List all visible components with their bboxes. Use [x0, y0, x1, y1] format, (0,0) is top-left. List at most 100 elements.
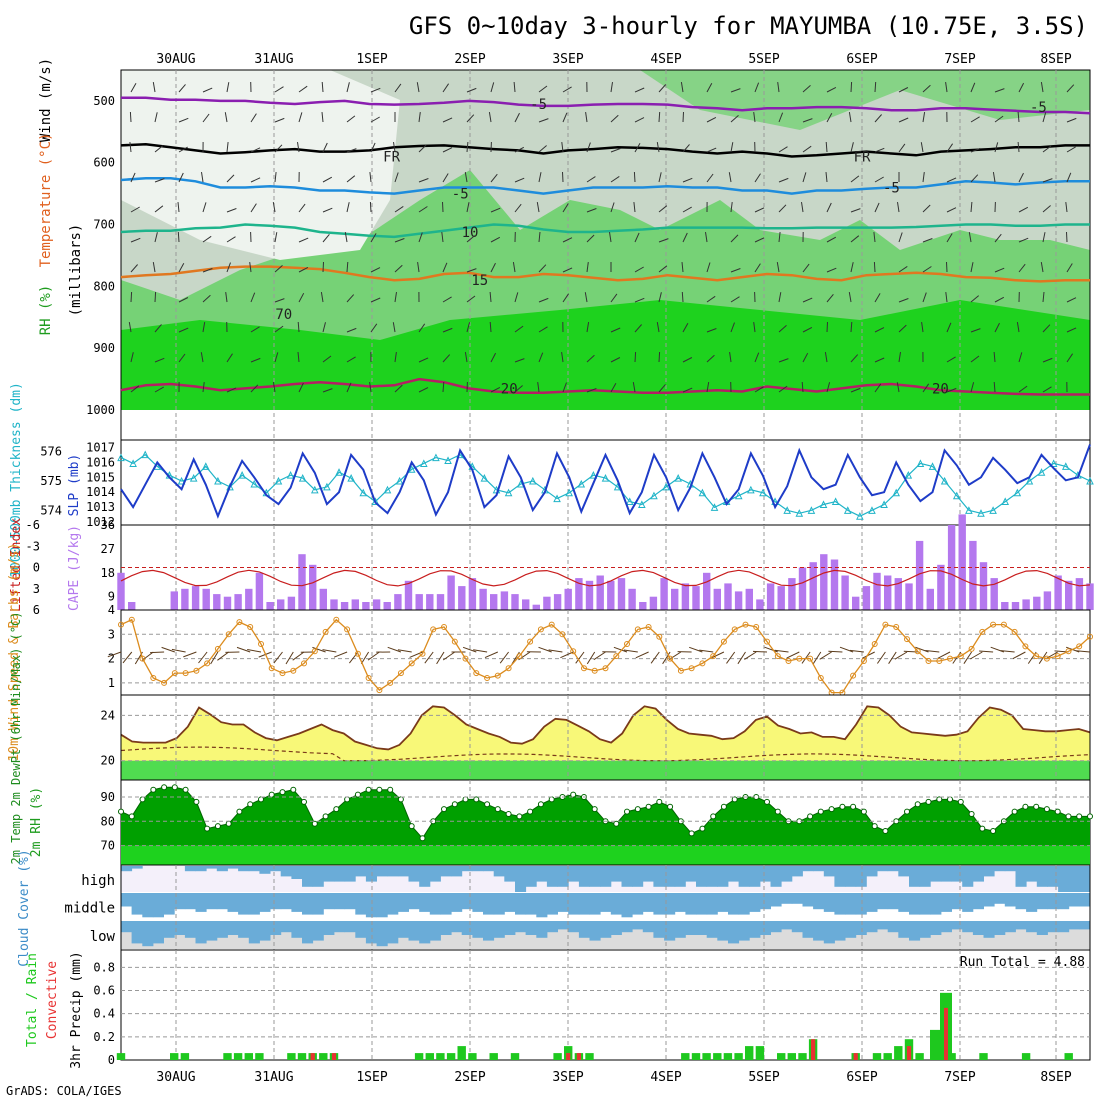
wind-barb [706, 147, 717, 153]
wind-speed-point [774, 653, 781, 660]
wind-barb [610, 148, 621, 153]
cloud-bar-low [589, 921, 601, 941]
precip-total-bar [681, 1053, 690, 1060]
series-point [298, 473, 307, 482]
wind-barb [178, 117, 189, 123]
tick-label: 1013 [86, 500, 115, 514]
upper-air-panel: 500 600 700 800 900 1000 -5 -5 FR FR -5 -5 10 15 20 20 7… [38, 58, 1091, 441]
wind-barb [130, 83, 137, 93]
wind-speed-point [214, 645, 221, 652]
wind-barb [442, 651, 456, 661]
wind-barb [656, 142, 660, 153]
cape-bar [223, 596, 232, 610]
cloud-bar-low [845, 921, 857, 938]
cape-bar [394, 594, 402, 610]
rh-lower-area [121, 845, 1090, 865]
wind-barb [344, 232, 348, 243]
contour-label: 20 [932, 381, 949, 397]
wind-barb [1018, 172, 1024, 183]
rh-point [182, 786, 189, 793]
wind-barb [801, 381, 804, 393]
wind-barb [370, 323, 378, 333]
wind-barb [177, 202, 180, 213]
wind-barb [346, 356, 356, 363]
rh-point [247, 801, 254, 808]
precip-total-bar [755, 1046, 765, 1060]
wind-barb [915, 646, 929, 653]
wind-barb [778, 292, 782, 303]
wind-barb [586, 262, 589, 273]
wind-barb [850, 354, 859, 363]
wind-barb [514, 325, 524, 333]
rh-point [1054, 808, 1061, 815]
cloud-bar-middle [578, 893, 590, 915]
cloud-bar-low [1015, 921, 1027, 930]
precip-total-bar [446, 1053, 456, 1060]
cloud-bar-middle [1068, 893, 1080, 907]
wind-speed-point [462, 655, 469, 662]
cape-bar [958, 514, 966, 610]
cloud-bar-low [738, 921, 750, 941]
wind-barb [874, 114, 882, 123]
wind-barb [730, 142, 734, 153]
wind-barb [141, 651, 154, 661]
wind-barb [682, 387, 693, 393]
cloud-bar-low [270, 921, 282, 935]
wind-barb [896, 382, 900, 393]
wind-speed-point [171, 670, 178, 677]
cloud-bar-high [972, 866, 984, 882]
wind-barb [394, 83, 402, 93]
wind-barb [321, 81, 324, 93]
wind-barb [394, 172, 399, 183]
cloud-bar-low [940, 921, 952, 933]
wind-speed-point [914, 648, 921, 655]
cape-bar [1022, 599, 1030, 610]
cape-bar [639, 602, 647, 610]
cloud-bar-low [781, 921, 793, 930]
cloud-bar-high [440, 866, 452, 877]
wind-barb [737, 651, 746, 665]
wind-barb [370, 116, 380, 123]
rh-point [527, 808, 534, 815]
precip-convective-bar [566, 1053, 571, 1060]
tick-label: 500 [93, 94, 115, 108]
wind-barb [968, 232, 972, 243]
wind-speed-point [193, 667, 200, 674]
wind-speed-point [365, 675, 372, 681]
precip-total-bar [798, 1053, 807, 1060]
temp2m-panel: 20 24 2m Temp 2m DewPt (6hr Min/Max) (°C) [9, 612, 1091, 864]
wind-barb [250, 292, 256, 303]
cloud-bar-high [887, 866, 899, 872]
tick-label: 80 [101, 814, 115, 828]
cloud-bar-high [717, 866, 729, 887]
wind-barb [418, 112, 421, 123]
wind-speed-point [548, 621, 555, 628]
cloud-bar-low [291, 921, 303, 938]
wind-barb [488, 112, 492, 123]
cloud-bar-middle [1058, 893, 1070, 910]
cloud-bar-high [578, 866, 590, 887]
rh-point [990, 828, 997, 834]
series-point [952, 491, 961, 500]
wind-barb [1066, 117, 1077, 123]
cloud-bar-middle [589, 893, 601, 915]
cloud-bar-middle [940, 893, 952, 912]
wind-barb [874, 357, 885, 363]
rh-point [322, 813, 329, 820]
wind-speed-point [677, 667, 684, 674]
wind-barb [442, 381, 445, 393]
cloud-bar-low [568, 921, 580, 933]
wind-barb [1076, 650, 1091, 653]
wind-barb [970, 295, 980, 303]
cloud-bar-middle [685, 893, 697, 915]
wind-barb [754, 352, 760, 363]
wind-barb [183, 651, 197, 658]
wind-barb [466, 235, 476, 243]
wind-barb [250, 203, 257, 213]
cloud-bar-low [728, 921, 740, 944]
cloud-bar-high [866, 866, 878, 877]
rh-point [128, 813, 135, 820]
wind-barb [247, 649, 262, 653]
cloud-bar-middle [866, 893, 878, 912]
wind-barb [333, 651, 348, 658]
